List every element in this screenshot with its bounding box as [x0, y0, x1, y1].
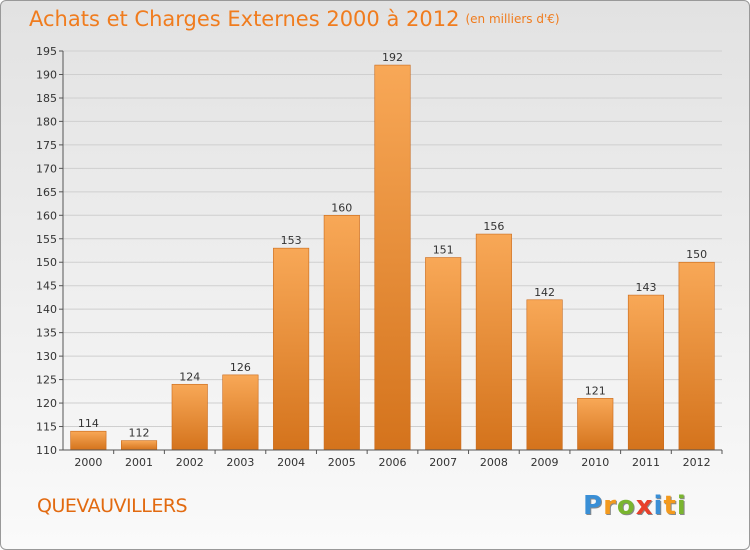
y-tick-label: 185: [36, 92, 57, 105]
y-tick-label: 120: [36, 397, 57, 410]
x-tick-label: 2008: [480, 456, 508, 469]
data-label: 143: [635, 281, 656, 294]
data-label: 153: [281, 234, 302, 247]
y-tick-label: 140: [36, 303, 57, 316]
logo-letter: i: [676, 491, 687, 521]
data-label: 121: [585, 384, 606, 397]
bar: [70, 430, 107, 451]
x-tick-label: 2004: [277, 456, 305, 469]
x-tick-label: 2003: [226, 456, 254, 469]
data-label: 112: [129, 427, 150, 440]
data-label: 150: [686, 248, 707, 261]
y-tick-label: 110: [36, 444, 57, 457]
y-tick-label: 170: [36, 162, 57, 175]
data-label: 124: [179, 370, 200, 383]
y-tick-label: 175: [36, 139, 57, 152]
y-tick-label: 180: [36, 115, 57, 128]
bars: [70, 64, 715, 451]
logo-letter: P: [583, 491, 604, 521]
y-tick-label: 135: [36, 327, 57, 340]
data-label: 151: [433, 244, 454, 257]
y-tick-label: 190: [36, 68, 57, 81]
y-tick-label: 145: [36, 280, 57, 293]
logo-letter: o: [616, 491, 636, 521]
x-tick-label: 2000: [74, 456, 102, 469]
x-tick-label: 2001: [125, 456, 153, 469]
bar: [222, 374, 259, 451]
y-tick-label: 125: [36, 374, 57, 387]
data-label: 126: [230, 361, 251, 374]
x-tick-label: 2005: [328, 456, 356, 469]
logo-letter: i: [653, 491, 664, 521]
bar: [120, 440, 158, 451]
x-tick-label: 2006: [379, 456, 407, 469]
bar: [627, 294, 665, 451]
proxiti-logo[interactable]: Proxiti: [583, 491, 687, 521]
logo-letter: t: [663, 491, 677, 521]
y-tick-label: 130: [36, 350, 57, 363]
x-tick-label: 2011: [632, 456, 660, 469]
logo-letter: x: [635, 491, 654, 521]
data-label: 156: [483, 220, 504, 233]
bar: [273, 247, 310, 451]
chart-title-text: Achats et Charges Externes 2000 à 2012: [29, 7, 460, 31]
y-tick-label: 160: [36, 209, 57, 222]
x-tick-label: 2009: [531, 456, 559, 469]
x-tick-label: 2002: [176, 456, 204, 469]
y-tick-label: 165: [36, 186, 57, 199]
logo-letter: r: [603, 491, 617, 521]
chart-title: Achats et Charges Externes 2000 à 2012 (e…: [29, 7, 560, 31]
place-name: QUEVAUVILLERS: [37, 495, 188, 517]
data-label: 114: [78, 417, 99, 430]
x-tick-labels: 2000 2001 2002 2003 2004 2005 2006 2007 2008 2009…: [74, 450, 723, 469]
bar: [577, 398, 614, 451]
bar: [374, 64, 411, 451]
chart-subtitle: (en milliers d'€): [465, 12, 560, 26]
x-tick-label: 2012: [683, 456, 711, 469]
y-tick-label: 155: [36, 233, 57, 246]
y-tick-label: 115: [36, 421, 57, 434]
x-tick-label: 2010: [581, 456, 609, 469]
bar: [526, 299, 563, 451]
y-tick-label: 195: [36, 45, 57, 58]
bar: [323, 214, 360, 451]
axes: [62, 51, 722, 451]
y-tick-label: 150: [36, 256, 57, 269]
x-tick-label: 2007: [429, 456, 457, 469]
data-label: 192: [382, 51, 403, 64]
y-tick-labels: 110 115 120 125 130 135 140 145 150 155 160 165 170 1…: [36, 45, 63, 457]
bar: [475, 233, 512, 451]
data-labels: 114 112 124 126 153 160 192 151 156 142 121 143 150: [78, 51, 707, 440]
data-label: 142: [534, 286, 555, 299]
data-label: 160: [331, 201, 352, 214]
bar: [425, 257, 462, 451]
bar: [171, 383, 208, 451]
bar: [678, 261, 715, 451]
